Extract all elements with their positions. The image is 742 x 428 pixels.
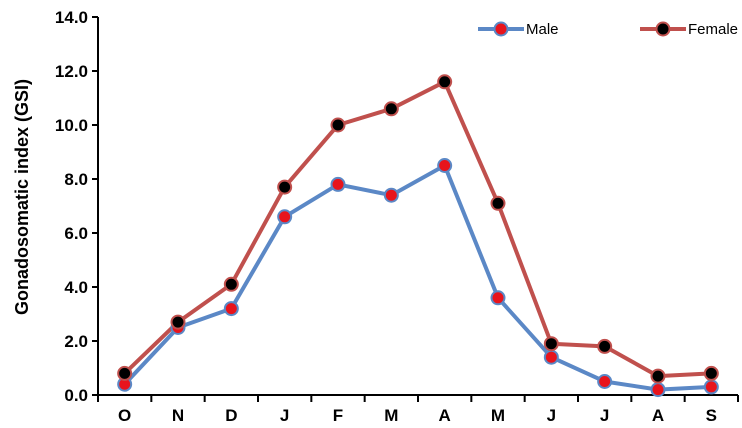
legend-label-male: Male — [526, 21, 559, 38]
data-point-male — [437, 158, 453, 173]
data-point-male — [277, 209, 293, 225]
y-tick-label: 4.0 — [64, 278, 88, 297]
data-point-female — [383, 101, 399, 117]
data-point-male — [383, 187, 399, 203]
data-point-female — [490, 195, 506, 211]
data-point-female — [330, 117, 346, 133]
y-axis-label: Gonadosomatic index (GSI) — [12, 79, 32, 315]
x-tick-label: J — [547, 406, 556, 425]
data-point-female — [703, 365, 719, 381]
legend-label-female: Female — [688, 21, 738, 38]
x-tick-label: S — [706, 406, 717, 425]
data-point-male — [597, 374, 613, 389]
x-tick-label: J — [600, 406, 609, 425]
series-line-female — [123, 79, 712, 379]
x-tick-label: A — [652, 406, 664, 425]
x-tick-label: F — [333, 406, 343, 425]
data-point-female — [650, 368, 666, 384]
data-point-male — [703, 379, 719, 395]
data-point-female — [277, 179, 293, 195]
series-layer — [117, 74, 719, 398]
y-tick-label: 12.0 — [55, 62, 88, 81]
y-tick-label: 6.0 — [64, 224, 88, 243]
x-tick-label: J — [280, 406, 289, 425]
x-tick-label: M — [384, 406, 398, 425]
data-point-female — [170, 314, 186, 330]
data-point-female — [117, 365, 133, 381]
y-tick-label: 0.0 — [64, 386, 88, 405]
data-point-male — [543, 349, 559, 365]
x-tick-label: O — [118, 406, 131, 425]
x-tick-label: A — [439, 406, 451, 425]
legend-swatch-marker — [655, 21, 671, 37]
data-point-female — [543, 336, 559, 352]
x-tick-label: N — [172, 406, 184, 425]
legend: Male Female — [478, 21, 738, 38]
data-point-female — [437, 74, 453, 90]
data-point-male — [650, 382, 666, 398]
data-point-female — [223, 276, 239, 292]
series-line-male — [123, 163, 712, 392]
legend-swatch-marker — [493, 21, 509, 37]
y-tick-label: 14.0 — [55, 8, 88, 27]
x-tick-label: D — [225, 406, 237, 425]
data-point-female — [597, 338, 613, 354]
y-tick-label: 2.0 — [64, 332, 88, 351]
data-point-male — [223, 301, 239, 317]
x-tick-label: M — [491, 406, 505, 425]
y-tick-label: 8.0 — [64, 170, 88, 189]
y-tick-label: 10.0 — [55, 116, 88, 135]
axes: 0.0 2.0 4.0 6.0 8.0 10.0 12.0 14.0 O N D J F M A M J J A S — [55, 8, 739, 425]
data-point-male — [490, 290, 506, 306]
data-point-male — [330, 176, 346, 192]
